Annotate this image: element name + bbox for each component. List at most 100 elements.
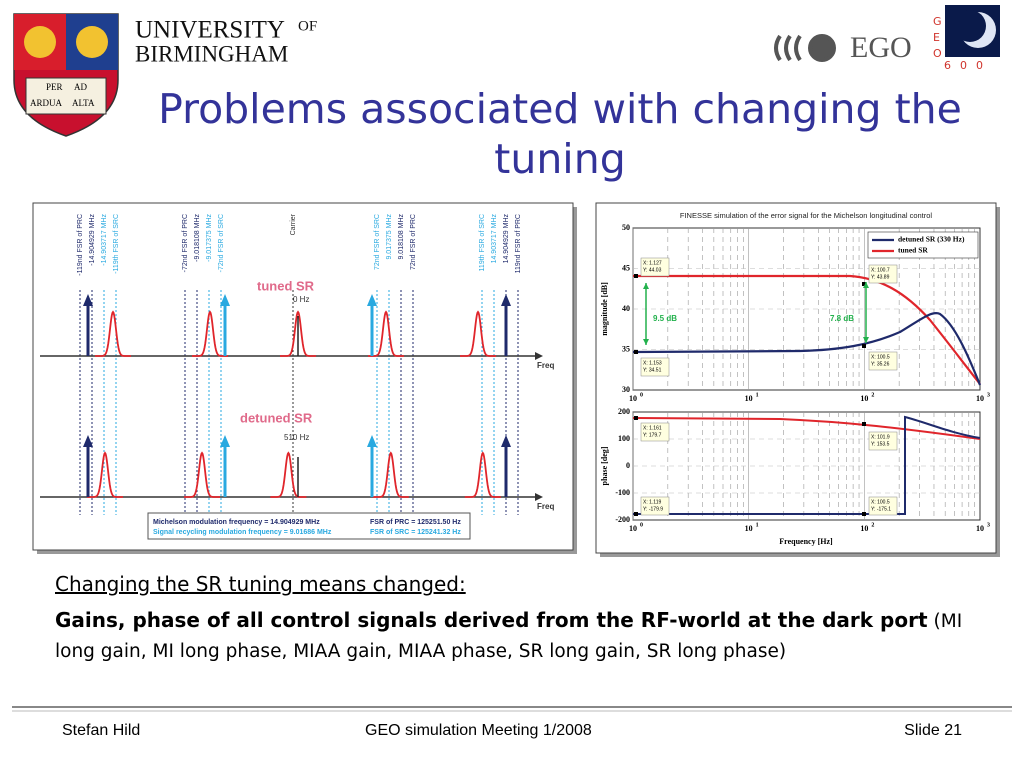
x-tick-base: 10 (976, 524, 984, 533)
datatip-text: X: 1.153 (643, 360, 662, 366)
line-label: 14.903717 MHz (491, 214, 498, 264)
crest-text: AD (74, 82, 87, 92)
x-tick-exp: 2 (871, 522, 874, 528)
legend-text: Signal recycling modulation frequency = … (153, 529, 332, 536)
resonance (87, 451, 123, 498)
line-label: -119nd FSR of PRC (77, 214, 84, 276)
arrow-head (367, 435, 377, 447)
legend-text: tuned SR (898, 246, 928, 255)
crest-text: PER (46, 82, 63, 92)
lead-text: Changing the SR tuning means changed: (55, 572, 466, 596)
axis-arrow (535, 493, 543, 501)
detail-text: (MI long gain, MI long phase, MIAA gain,… (55, 611, 963, 662)
datatip (868, 351, 898, 371)
resonance (95, 310, 131, 357)
datatip-marker (634, 274, 638, 278)
line-label: -72nd FSR of SRC (218, 214, 225, 272)
datatip-text: Y: 35.26 (871, 361, 890, 367)
detuned-mag-curve (632, 312, 982, 386)
x-tick-base: 10 (745, 524, 753, 533)
footer-author: Stefan Hild (62, 722, 141, 739)
slide-title: Problems associated with changing the tu… (158, 85, 962, 183)
x-tick-base: 10 (745, 394, 753, 403)
line-label: -9.017375 MHz (206, 214, 213, 262)
x-tick-base: 10 (629, 394, 637, 403)
x-tick-base: 10 (860, 394, 868, 403)
datatip-marker (862, 422, 866, 426)
datatip (868, 496, 898, 516)
tuned-label: tuned SR (257, 278, 315, 293)
detuned-phase-curve (633, 415, 981, 515)
legend (867, 231, 979, 259)
resonance (184, 451, 220, 498)
datatip-text: Y: -179.9 (643, 506, 663, 512)
geo-digit: 0 (976, 59, 983, 72)
geo-logo (945, 5, 1000, 57)
y-tick-label: 30 (622, 385, 630, 394)
resonance (372, 451, 409, 498)
x-tick-exp: 1 (756, 522, 759, 528)
resonance (280, 310, 316, 357)
x-tick-exp: 1 (756, 392, 759, 398)
arrow-head (220, 294, 230, 306)
annotation: 7.8 dB (830, 314, 854, 323)
resonance (270, 451, 307, 498)
geo-digit: 0 (960, 59, 967, 72)
y-tick-label: -100 (615, 488, 630, 497)
geo-letter: G (933, 15, 942, 28)
datatip (640, 496, 670, 516)
crest (13, 13, 119, 137)
x-axis-label: Frequency [Hz] (779, 537, 833, 546)
x-tick-exp: 0 (640, 522, 643, 528)
footer-meeting: GEO simulation Meeting 1/2008 (365, 722, 592, 739)
datatip-text: X: 100.7 (871, 267, 890, 273)
datatip-marker (862, 512, 866, 516)
datatip-marker (634, 350, 638, 354)
axis-label: Freq (537, 502, 554, 511)
line-label: -119th FSR of SRC (113, 214, 120, 274)
arrow-head (220, 435, 230, 447)
line-label: 72nd FSR of SRC (374, 214, 381, 270)
datatip (640, 257, 670, 277)
offset-label: 0 Hz (293, 295, 309, 304)
arrow-head (83, 294, 93, 306)
left-figure (32, 202, 574, 551)
arrow-head (83, 435, 93, 447)
datatip-text: Y: 153.5 (871, 441, 890, 447)
geo-letter: O (933, 47, 942, 60)
x-tick-exp: 3 (987, 522, 990, 528)
datatip (868, 431, 898, 451)
y-tick-label: -200 (615, 515, 630, 524)
offset-label: 510 Hz (284, 433, 309, 442)
line-label: -14.904929 MHz (89, 214, 96, 266)
line-label: -9.018108 MHz (194, 214, 201, 262)
axis-arrow (535, 352, 543, 360)
left-figure-content: -119nd FSR of PRC -14.904929 MHz -14.90371… (40, 213, 554, 540)
datatip-marker (862, 344, 866, 348)
tuned-phase-curve (632, 417, 981, 440)
datatip-text: Y: 43.89 (871, 274, 890, 280)
arrow-head (367, 294, 377, 306)
y-axis-label: magnitude [dB] (600, 282, 609, 336)
datatip-text: Y: 34.51 (643, 367, 662, 373)
line-label: 9.017375 MHz (386, 214, 393, 260)
line-label: -14.903717 MHz (101, 214, 108, 266)
ego-mark (774, 34, 836, 62)
y-tick-label: 0 (626, 461, 630, 470)
line-label: 14.904929 MHz (503, 214, 510, 264)
legend-text: FSR of PRC = 125251.50 Hz (370, 519, 461, 526)
legend-box (147, 512, 471, 540)
x-tick-exp: 0 (640, 392, 643, 398)
university-of: OF (298, 18, 317, 34)
datatip (868, 264, 898, 284)
datatip-text: X: 1.127 (643, 260, 662, 266)
datatip-text: X: 1.161 (643, 425, 662, 431)
crest-text: ALTA (72, 98, 95, 108)
y-tick-label: 50 (622, 223, 630, 232)
x-tick-base: 10 (860, 524, 868, 533)
y-tick-label: 40 (622, 304, 630, 313)
geo-digit: 6 (944, 59, 951, 72)
bold-text: Gains, phase of all control signals deri… (55, 608, 928, 632)
geo-letter: E (933, 31, 940, 44)
